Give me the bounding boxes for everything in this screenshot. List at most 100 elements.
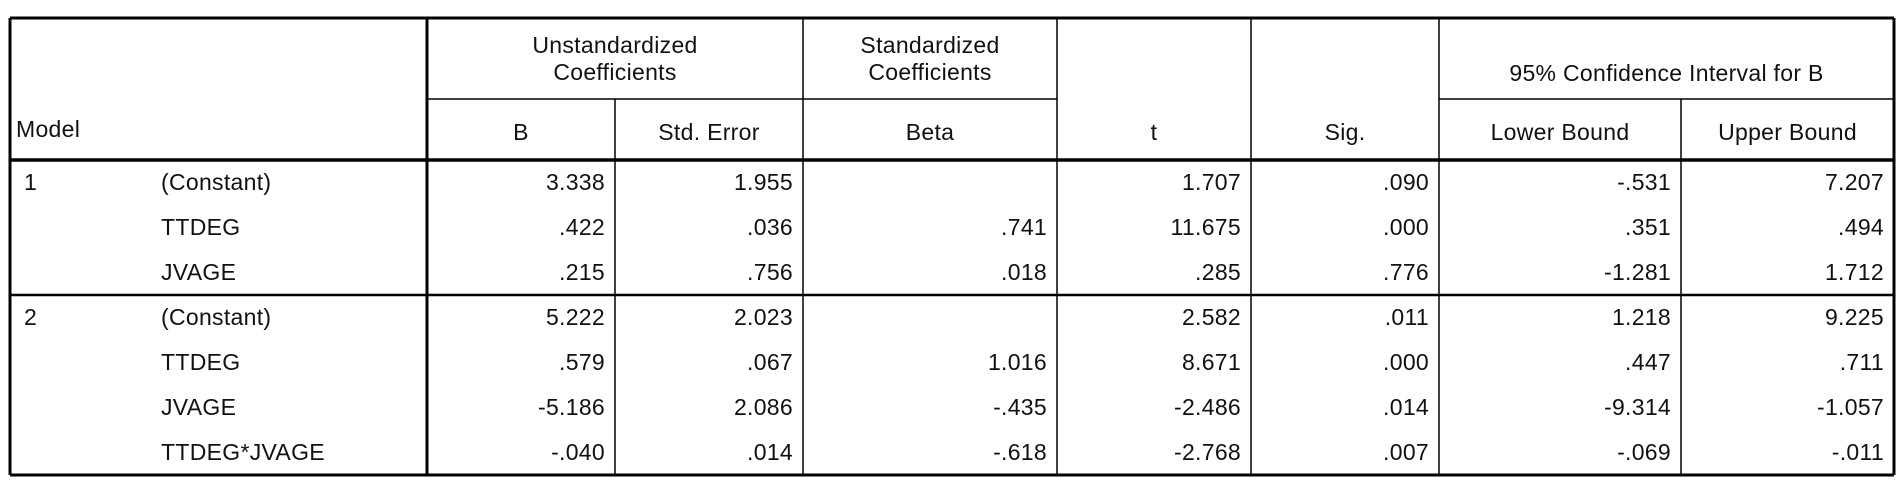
value-cell: -2.486 <box>1057 385 1251 430</box>
value-cell-text: .494 <box>1838 214 1884 240</box>
column-header: Beta <box>803 105 1057 160</box>
model-number: 1 <box>10 160 160 205</box>
value-cell-text: -.618 <box>993 439 1047 465</box>
value-cell: -.531 <box>1439 160 1681 205</box>
value-cell-text: 1.707 <box>1181 169 1241 195</box>
value-cell-text: .447 <box>1625 349 1671 375</box>
value-cell: .579 <box>427 340 615 385</box>
predictor-text: TTDEG <box>161 349 241 375</box>
value-cell: .776 <box>1251 250 1439 295</box>
value-cell-text: 3.338 <box>545 169 605 195</box>
value-cell-text: -.040 <box>551 439 605 465</box>
value-cell-text: -2.486 <box>1173 394 1241 420</box>
model-number-text: 2 <box>24 304 38 330</box>
column-header: B <box>427 105 615 160</box>
predictor-text: (Constant) <box>161 169 272 195</box>
predictor: JVAGE <box>155 250 427 295</box>
header-model-text: Model <box>16 116 81 142</box>
value-cell-text: .351 <box>1625 214 1671 240</box>
column-header-text: Lower Bound <box>1490 119 1630 145</box>
model-number-text: 1 <box>24 169 38 195</box>
value-cell: -.011 <box>1681 430 1894 475</box>
value-cell: 5.222 <box>427 295 615 340</box>
value-cell: .067 <box>615 340 803 385</box>
column-header: Sig. <box>1251 105 1439 160</box>
column-header-text: Sig. <box>1324 119 1366 145</box>
value-cell-text: 7.207 <box>1824 169 1884 195</box>
header-group: 95% Confidence Interval for B <box>1439 48 1894 99</box>
value-cell-text: .579 <box>559 349 605 375</box>
value-cell-text: .011 <box>1384 304 1429 330</box>
value-cell-text: 2.023 <box>733 304 793 330</box>
value-cell: 2.086 <box>615 385 803 430</box>
value-cell: 3.338 <box>427 160 615 205</box>
column-header-text: B <box>513 119 529 145</box>
value-cell-text: -.435 <box>993 394 1047 420</box>
predictor-text: TTDEG*JVAGE <box>161 439 325 465</box>
column-header-text: t <box>1150 119 1158 145</box>
header-group: Standardized Coefficients <box>803 18 1057 99</box>
value-cell-text: .285 <box>1195 259 1241 285</box>
value-cell-text: -.011 <box>1831 439 1884 465</box>
column-header: Std. Error <box>615 105 803 160</box>
predictor: TTDEG*JVAGE <box>155 430 427 475</box>
value-cell-text: -2.768 <box>1173 439 1241 465</box>
value-cell-text: .215 <box>559 259 605 285</box>
value-cell: .007 <box>1251 430 1439 475</box>
column-header-text: Upper Bound <box>1718 119 1857 145</box>
predictor-text: (Constant) <box>161 304 272 330</box>
value-cell-text: .000 <box>1383 349 1429 375</box>
value-cell-text: .756 <box>747 259 793 285</box>
value-cell-text: .422 <box>559 214 605 240</box>
value-cell-text: .014 <box>1383 394 1429 420</box>
predictor-text: TTDEG <box>161 214 241 240</box>
value-cell: 1.712 <box>1681 250 1894 295</box>
predictor-text: JVAGE <box>161 394 237 420</box>
value-cell: .014 <box>1251 385 1439 430</box>
value-cell-text: -.531 <box>1617 169 1671 195</box>
value-cell: -.040 <box>427 430 615 475</box>
value-cell: .422 <box>427 205 615 250</box>
value-cell: .215 <box>427 250 615 295</box>
value-cell-text: -.069 <box>1617 439 1671 465</box>
column-header-text: Beta <box>905 119 955 145</box>
value-cell-text: -1.057 <box>1816 394 1884 420</box>
predictor-text: JVAGE <box>161 259 237 285</box>
value-cell-text: .067 <box>747 349 793 375</box>
model-number: 2 <box>10 295 160 340</box>
value-cell: -1.281 <box>1439 250 1681 295</box>
value-cell: 11.675 <box>1057 205 1251 250</box>
column-header: Lower Bound <box>1439 105 1681 160</box>
value-cell-text: .007 <box>1383 439 1429 465</box>
value-cell: 1.707 <box>1057 160 1251 205</box>
value-cell: -9.314 <box>1439 385 1681 430</box>
header-group-text: Unstandardized Coefficients <box>532 31 698 85</box>
value-cell: .447 <box>1439 340 1681 385</box>
value-cell: 1.016 <box>803 340 1057 385</box>
value-cell-text: .014 <box>747 439 793 465</box>
predictor: (Constant) <box>155 160 427 205</box>
value-cell: .018 <box>803 250 1057 295</box>
value-cell: .000 <box>1251 205 1439 250</box>
header-model: Model <box>10 99 310 160</box>
value-cell-text: .776 <box>1383 259 1429 285</box>
header-group-text: Standardized Coefficients <box>860 31 1000 85</box>
value-cell-text: 8.671 <box>1181 349 1241 375</box>
value-cell-text: 1.016 <box>987 349 1047 375</box>
value-cell-text: .711 <box>1839 349 1884 375</box>
value-cell: -2.768 <box>1057 430 1251 475</box>
value-cell-text: 1.955 <box>733 169 793 195</box>
value-cell: .011 <box>1251 295 1439 340</box>
value-cell-text: 9.225 <box>1824 304 1884 330</box>
value-cell: -.435 <box>803 385 1057 430</box>
value-cell: .351 <box>1439 205 1681 250</box>
value-cell: 2.582 <box>1057 295 1251 340</box>
value-cell: .090 <box>1251 160 1439 205</box>
value-cell-text: -9.314 <box>1603 394 1671 420</box>
value-cell: .285 <box>1057 250 1251 295</box>
header-group-text: 95% Confidence Interval for B <box>1509 60 1824 86</box>
value-cell: .036 <box>615 205 803 250</box>
value-cell: 9.225 <box>1681 295 1894 340</box>
